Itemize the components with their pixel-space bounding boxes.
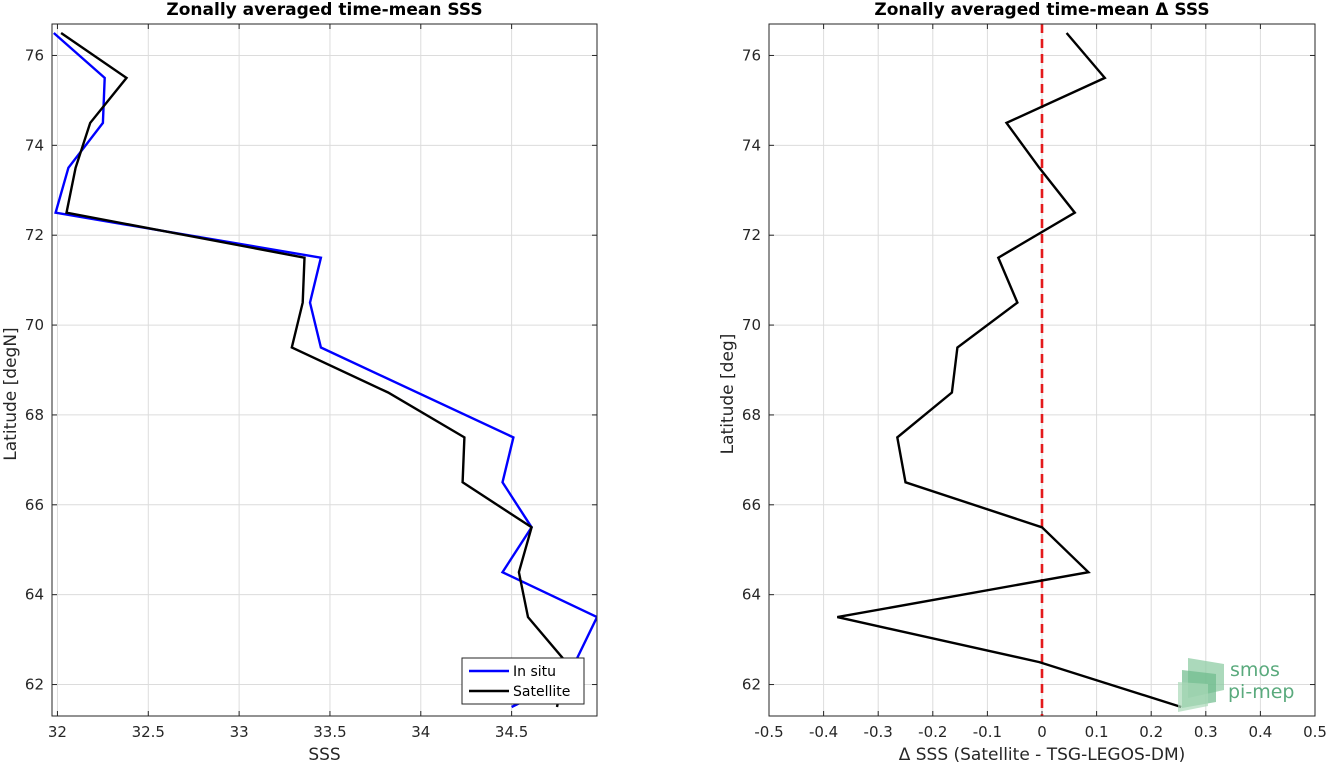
x-axis-label: SSS [308, 745, 340, 765]
smos-pimep-logo: smos pi-mep [1178, 658, 1294, 712]
x-tick-label: 34.5 [495, 723, 528, 741]
x-tick-label: -0.2 [918, 723, 947, 741]
y-axis-label: Latitude [degN] [1, 327, 21, 460]
logo-line2: pi-mep [1228, 681, 1294, 703]
y-tick-label: 66 [742, 496, 761, 514]
logo-line1: smos [1230, 659, 1280, 681]
x-tick-label: 0.3 [1194, 723, 1218, 741]
chart-title: Zonally averaged time-mean Δ SSS [874, 0, 1209, 20]
legend-label: In situ [513, 664, 556, 680]
x-axis-label: Δ SSS (Satellite - TSG-LEGOS-DM) [899, 745, 1186, 765]
x-tick-label: -0.3 [864, 723, 893, 741]
x-tick-label: -0.4 [809, 723, 838, 741]
y-axis-label: Latitude [deg] [718, 334, 738, 455]
x-tick-label: 34 [411, 723, 430, 741]
plot-area [52, 24, 597, 716]
y-tick-label: 72 [742, 226, 761, 244]
y-tick-label: 62 [25, 676, 44, 694]
y-tick-label: 72 [25, 226, 44, 244]
y-tick-label: 74 [742, 136, 761, 154]
y-tick-label: 68 [742, 406, 761, 424]
logo-wave-front [1178, 682, 1208, 712]
x-tick-label: -0.5 [754, 723, 783, 741]
x-tick-label: 32.5 [132, 723, 165, 741]
x-tick-label: 0.2 [1139, 723, 1163, 741]
x-tick-label: 0.1 [1085, 723, 1109, 741]
x-tick-label: 0 [1037, 723, 1047, 741]
y-tick-label: 62 [742, 676, 761, 694]
x-tick-label: 32 [48, 723, 67, 741]
axes-frame [768, 23, 1316, 717]
left-panel-sss: 32 32.5 33 33.5 34 34.5 62 64 66 68 70 72 74 76 Zonall… [1, 0, 598, 765]
x-tick-label: -0.1 [973, 723, 1002, 741]
y-tick-label: 70 [25, 316, 44, 334]
x-tick-label: 0.5 [1303, 723, 1327, 741]
axes-frame [51, 23, 598, 717]
series-line-in-situ [53, 32, 597, 709]
x-tick-label: 33 [230, 723, 249, 741]
y-tick-label: 70 [742, 316, 761, 334]
y-tick-label: 68 [25, 406, 44, 424]
y-tick-label: 64 [742, 586, 761, 604]
chart-title: Zonally averaged time-mean SSS [166, 0, 482, 20]
right-panel-delta-sss: -0.5 -0.4 -0.3 -0.2 -0.1 0 0.1 0.2 0.3 0.4 0.5 62 64… [718, 0, 1327, 765]
x-tick-label: 0.4 [1248, 723, 1272, 741]
series-line-satellite [60, 32, 568, 708]
delta-sss-line [837, 32, 1182, 709]
legend: In situ Satellite [461, 657, 585, 705]
y-tick-label: 76 [25, 46, 44, 64]
legend-label: Satellite [513, 684, 570, 700]
y-tick-label: 74 [25, 136, 44, 154]
x-tick-label: 33.5 [313, 723, 346, 741]
y-tick-label: 76 [742, 46, 761, 64]
legend-box [461, 657, 585, 705]
y-tick-label: 64 [25, 586, 44, 604]
y-tick-label: 66 [25, 496, 44, 514]
